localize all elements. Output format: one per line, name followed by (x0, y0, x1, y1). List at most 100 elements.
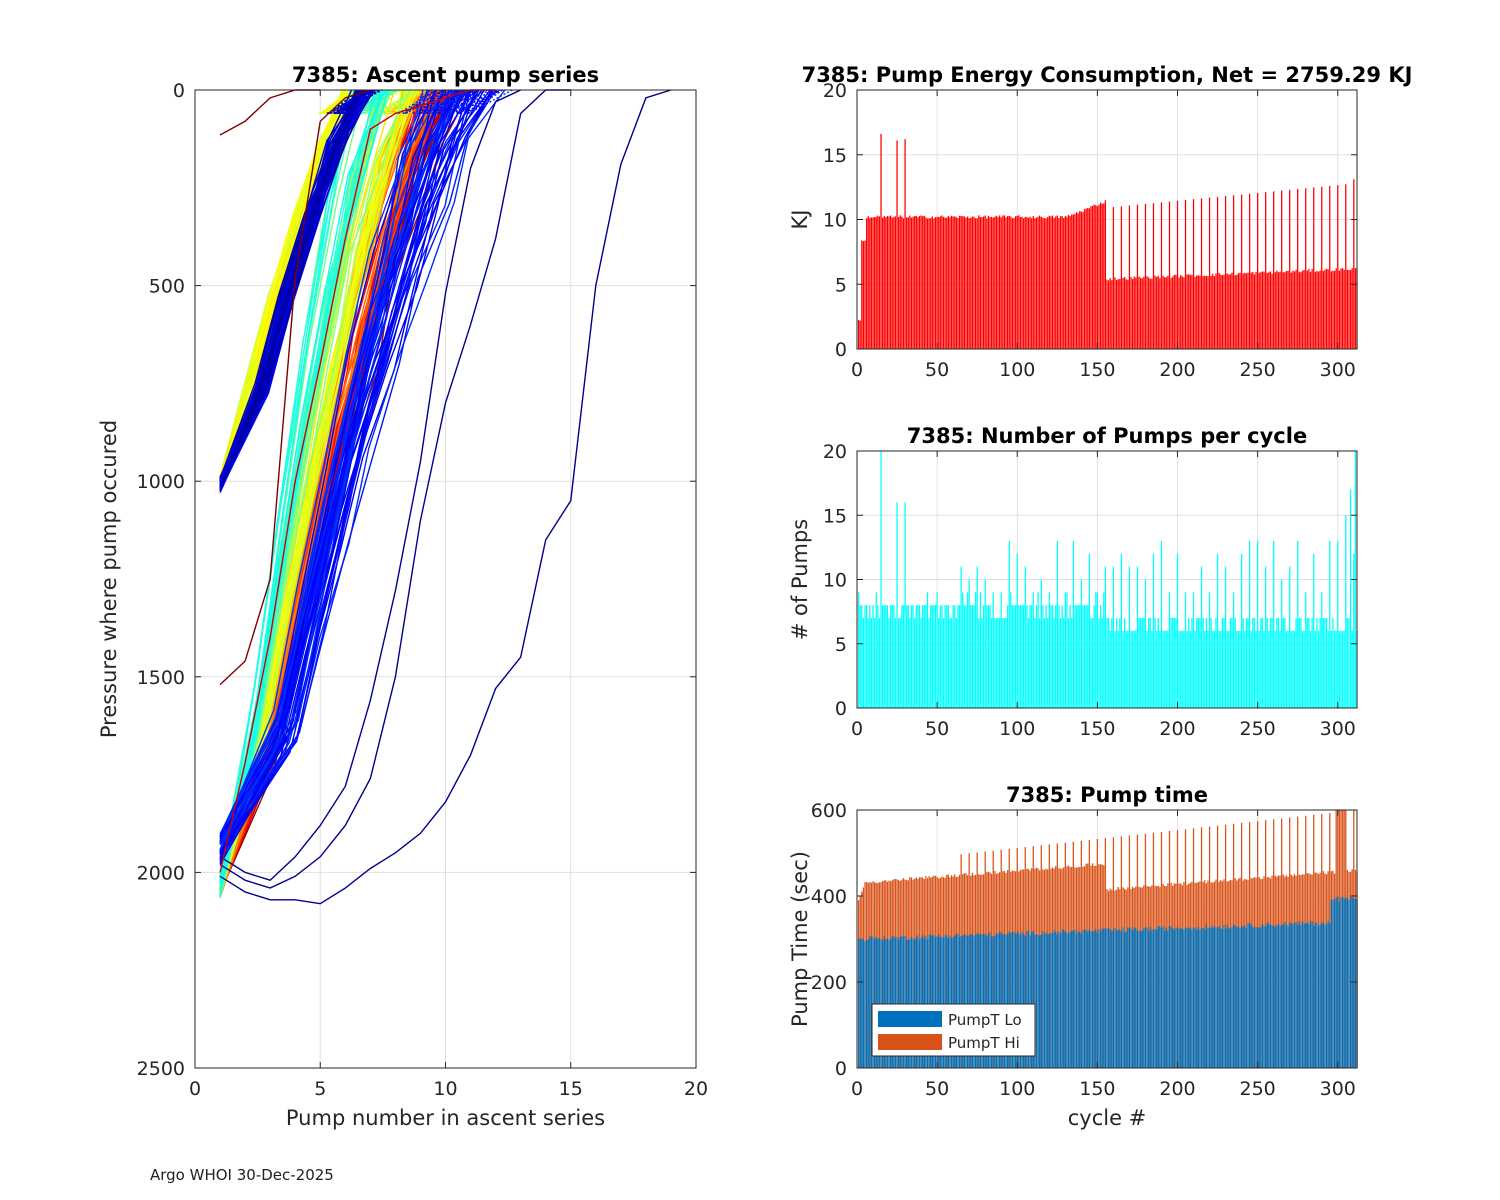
bar (914, 216, 916, 349)
bar (899, 618, 901, 708)
bar-pumpt-lo (1132, 930, 1134, 1068)
bar (936, 592, 938, 708)
ascent-series-line (219, 89, 436, 860)
bar-pumpt-lo (968, 934, 970, 1068)
bar (949, 217, 951, 349)
bar-pumpt-lo (1236, 927, 1238, 1068)
y-axis-label: KJ (788, 210, 812, 230)
ascent-series-line (219, 89, 359, 890)
bar (1075, 212, 1078, 349)
bar (968, 218, 970, 349)
bar-pumpt-lo (1114, 927, 1116, 1068)
bar (1138, 276, 1140, 349)
bar (1127, 279, 1129, 349)
bar (1122, 630, 1124, 708)
bar (1306, 618, 1308, 708)
ascent-series-line (219, 89, 521, 882)
bar-pumpt-lo (978, 934, 980, 1068)
bar (1083, 209, 1086, 349)
bar (1123, 277, 1126, 349)
y-tick-label: 2500 (137, 1058, 185, 1080)
bar (1178, 630, 1180, 708)
bar (992, 217, 994, 349)
ascent-series-line (403, 89, 439, 115)
bar-pumpt-lo (1156, 929, 1158, 1068)
bar (1265, 192, 1267, 349)
bar-pumpt-lo (958, 937, 961, 1068)
ascent-series-line (219, 89, 345, 483)
bar-pumpt-lo (971, 933, 974, 1068)
ascent-series-line (219, 89, 410, 894)
ascent-series-line (219, 89, 410, 883)
bar-pumpt-lo (1207, 927, 1209, 1068)
bar (1213, 276, 1216, 349)
bar (974, 218, 977, 349)
bar (886, 215, 889, 349)
bar (1263, 630, 1265, 708)
ascent-series-line (329, 89, 366, 115)
y-tick-label: 20 (823, 441, 847, 463)
bar-pumpt-lo (1019, 935, 1022, 1068)
bar (1056, 540, 1058, 708)
ascent-series-line (219, 89, 363, 490)
bar-pumpt-lo (1308, 924, 1310, 1068)
bar-pumpt-lo (1082, 930, 1084, 1068)
bar-pumpt-lo (1192, 927, 1195, 1068)
bar (1221, 618, 1224, 708)
bar (1130, 630, 1132, 708)
bar (1178, 277, 1180, 349)
bar (862, 241, 865, 349)
bar-pumpt-lo (1039, 935, 1041, 1068)
bar (1192, 199, 1195, 349)
bar (1058, 605, 1060, 708)
bar (954, 216, 956, 349)
ascent-series-line (363, 89, 397, 115)
bar (1087, 605, 1089, 708)
bar (1245, 618, 1248, 708)
bar (1341, 630, 1344, 708)
bar (1301, 630, 1304, 708)
bar (1140, 618, 1142, 708)
bar (1340, 630, 1342, 708)
bar-pumpt-lo (1015, 934, 1017, 1068)
ascent-series-line (383, 89, 412, 115)
bar-pumpt-lo (1175, 928, 1177, 1068)
bar (958, 605, 961, 708)
bar (1063, 618, 1065, 708)
bar-pumpt-lo (970, 934, 972, 1068)
bar (1260, 272, 1262, 349)
bar (1197, 618, 1199, 708)
y-tick-label: 15 (823, 505, 847, 527)
bar (1269, 618, 1272, 708)
bar-pumpt-lo (1107, 927, 1110, 1068)
bar-pumpt-lo (1106, 928, 1108, 1068)
bar (883, 605, 885, 708)
ascent-series-line (369, 89, 403, 115)
ascent-series-line (219, 89, 450, 842)
bar (867, 618, 869, 708)
bar (1183, 277, 1185, 349)
bar-pumpt-lo (877, 938, 879, 1068)
bar (1232, 592, 1235, 708)
bar (922, 605, 924, 708)
bar (1181, 630, 1183, 708)
bar (944, 605, 946, 708)
bar (1082, 605, 1084, 708)
bar (1144, 203, 1147, 349)
bar (1031, 218, 1033, 349)
bar (890, 605, 892, 708)
bar (880, 134, 882, 349)
bar (1229, 618, 1232, 708)
bar (930, 605, 932, 708)
bar (1149, 618, 1151, 708)
bar-pumpt-lo (922, 935, 924, 1068)
bar-pumpt-lo (1228, 927, 1230, 1068)
bar (1015, 216, 1017, 349)
bar-pumpt-lo (1140, 930, 1142, 1068)
bar (1183, 630, 1185, 708)
bar-pumpt-lo (1143, 928, 1145, 1068)
bar-pumpt-lo (1184, 928, 1187, 1068)
bar (968, 579, 970, 708)
bar-pumpt-lo (1220, 928, 1222, 1068)
bar-pumpt-lo (1071, 930, 1073, 1068)
